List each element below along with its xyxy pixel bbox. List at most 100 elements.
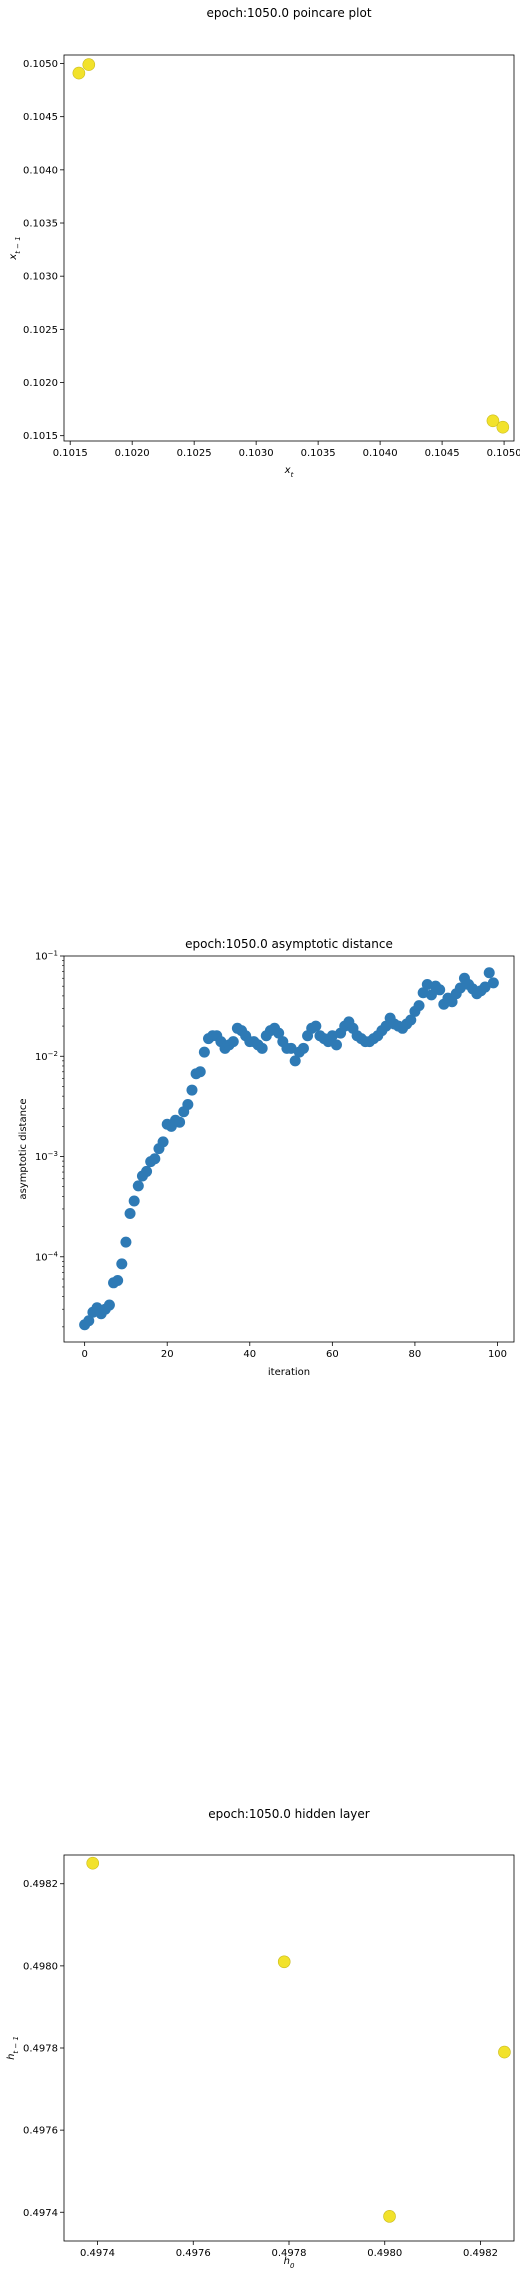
data-point — [277, 1955, 291, 1969]
data-point — [285, 1042, 297, 1054]
data-point — [383, 2210, 396, 2223]
y-tick-label: 10−3 — [35, 1150, 58, 1163]
y-tick-label: 0.4980 — [23, 1961, 58, 1972]
data-point — [186, 1084, 198, 1096]
x-tick-label: 0.1015 — [53, 448, 88, 459]
x-tick-label: 80 — [409, 1349, 422, 1360]
data-point — [194, 1066, 206, 1078]
y-tick-label: 0.4974 — [23, 2208, 58, 2219]
x-tick-label: 20 — [161, 1349, 174, 1360]
data-point — [405, 1014, 417, 1026]
asymptotic-distance-panel: epoch:1050.0 asymptotic distance 0 20 40 60… — [18, 937, 515, 1378]
plot-area — [63, 955, 515, 1343]
x-tick-label: 0.1050 — [487, 448, 520, 459]
data-points — [79, 967, 499, 1331]
y-axis: 0.4974 0.4976 0.4978 0.4980 0.4982 — [23, 1879, 64, 2219]
x-axis-label: h0 — [284, 2256, 295, 2269]
x-tick-label: 0.1035 — [301, 448, 336, 459]
x-axis-label: xt — [284, 465, 294, 479]
y-tick-label: 0.1035 — [23, 219, 58, 230]
data-point — [425, 989, 437, 1001]
data-point — [273, 1027, 285, 1039]
data-point — [132, 1180, 144, 1192]
data-point — [413, 1000, 425, 1012]
y-axis-label: asymptotic distance — [18, 1098, 29, 1199]
x-tick-label: 0.1020 — [115, 448, 150, 459]
data-point — [330, 1039, 342, 1051]
x-tick-label: 0.4982 — [463, 2248, 498, 2259]
x-tick-label: 40 — [243, 1349, 256, 1360]
y-tick-label: 0.1050 — [23, 59, 58, 70]
data-point — [421, 978, 433, 990]
plot-area — [63, 1854, 515, 2242]
data-point — [116, 1258, 128, 1270]
y-tick-label: 10−1 — [35, 950, 58, 963]
data-point — [256, 1042, 268, 1054]
plot-area — [63, 54, 515, 442]
x-tick-label: 0 — [81, 1349, 87, 1360]
hidden-layer-panel: epoch:1050.0 hidden layer 0.4974 0.4976 0.… — [6, 1807, 515, 2269]
x-axis: 0 20 40 60 80 100 — [81, 1342, 507, 1360]
x-tick-label: 60 — [326, 1349, 339, 1360]
data-point — [454, 982, 466, 994]
data-point — [434, 984, 446, 996]
y-tick-label: 10−4 — [35, 1250, 59, 1263]
y-axis-label: ht − 1 — [6, 2036, 20, 2060]
data-point — [124, 1208, 136, 1220]
chart-title: epoch:1050.0 poincare plot — [206, 6, 371, 20]
data-point — [487, 977, 499, 989]
y-tick-label: 0.1015 — [23, 431, 58, 442]
x-tick-label: 100 — [488, 1349, 507, 1360]
data-point — [120, 1236, 132, 1248]
y-tick-label: 0.1045 — [23, 112, 58, 123]
data-point — [157, 1136, 169, 1148]
y-tick-label: 10−2 — [35, 1050, 58, 1063]
data-point — [128, 1195, 140, 1207]
y-tick-label: 0.1025 — [23, 325, 58, 336]
data-point — [198, 1046, 210, 1058]
x-axis: 0.4974 0.4976 0.4978 0.4980 0.4982 — [80, 2241, 498, 2259]
x-axis-label: iteration — [268, 1367, 310, 1378]
y-tick-label: 0.4982 — [23, 1879, 58, 1890]
data-point — [227, 1036, 239, 1048]
y-tick-label: 0.1030 — [23, 272, 58, 283]
y-axis: 10−4 10−3 10−2 10−1 — [35, 950, 64, 1328]
data-points — [72, 58, 510, 434]
x-tick-label: 0.1030 — [239, 448, 274, 459]
data-point — [496, 420, 510, 434]
x-tick-label: 0.4974 — [80, 2248, 115, 2259]
data-point — [82, 58, 96, 71]
data-point — [86, 1856, 100, 1870]
x-tick-label: 0.4976 — [176, 2248, 211, 2259]
y-tick-label: 0.4978 — [23, 2044, 58, 2055]
data-point — [149, 1153, 161, 1165]
x-axis: 0.1015 0.1020 0.1025 0.1030 0.1035 0.1040 0.10… — [53, 441, 520, 459]
data-point — [297, 1042, 309, 1054]
x-tick-label: 0.4978 — [272, 2248, 307, 2259]
data-point — [141, 1165, 153, 1177]
x-tick-label: 0.4980 — [367, 2248, 402, 2259]
data-point — [174, 1116, 186, 1128]
data-point — [417, 987, 429, 999]
data-point — [289, 1055, 301, 1067]
data-point — [182, 1099, 194, 1111]
data-point — [103, 1299, 115, 1311]
data-point — [112, 1274, 124, 1286]
y-tick-label: 0.4976 — [23, 2126, 58, 2137]
y-axis-label: xt − 1 — [8, 236, 22, 260]
data-point — [479, 981, 491, 993]
y-axis: 0.1015 0.1020 0.1025 0.1030 0.1035 0.1040 0.10… — [23, 59, 64, 442]
x-tick-label: 0.1040 — [363, 448, 398, 459]
x-tick-label: 0.1045 — [425, 448, 460, 459]
y-tick-label: 0.1020 — [23, 378, 58, 389]
data-point — [486, 414, 500, 428]
data-point — [483, 967, 495, 979]
x-tick-label: 0.1025 — [177, 448, 212, 459]
chart-title: epoch:1050.0 hidden layer — [208, 1807, 370, 1821]
poincare-plot-panel: epoch:1050.0 poincare plot 0.1015 0.1020 0… — [8, 6, 520, 479]
data-point — [498, 2045, 511, 2059]
data-point — [72, 66, 86, 80]
data-point — [326, 1030, 338, 1042]
chart-title: epoch:1050.0 asymptotic distance — [185, 937, 393, 951]
